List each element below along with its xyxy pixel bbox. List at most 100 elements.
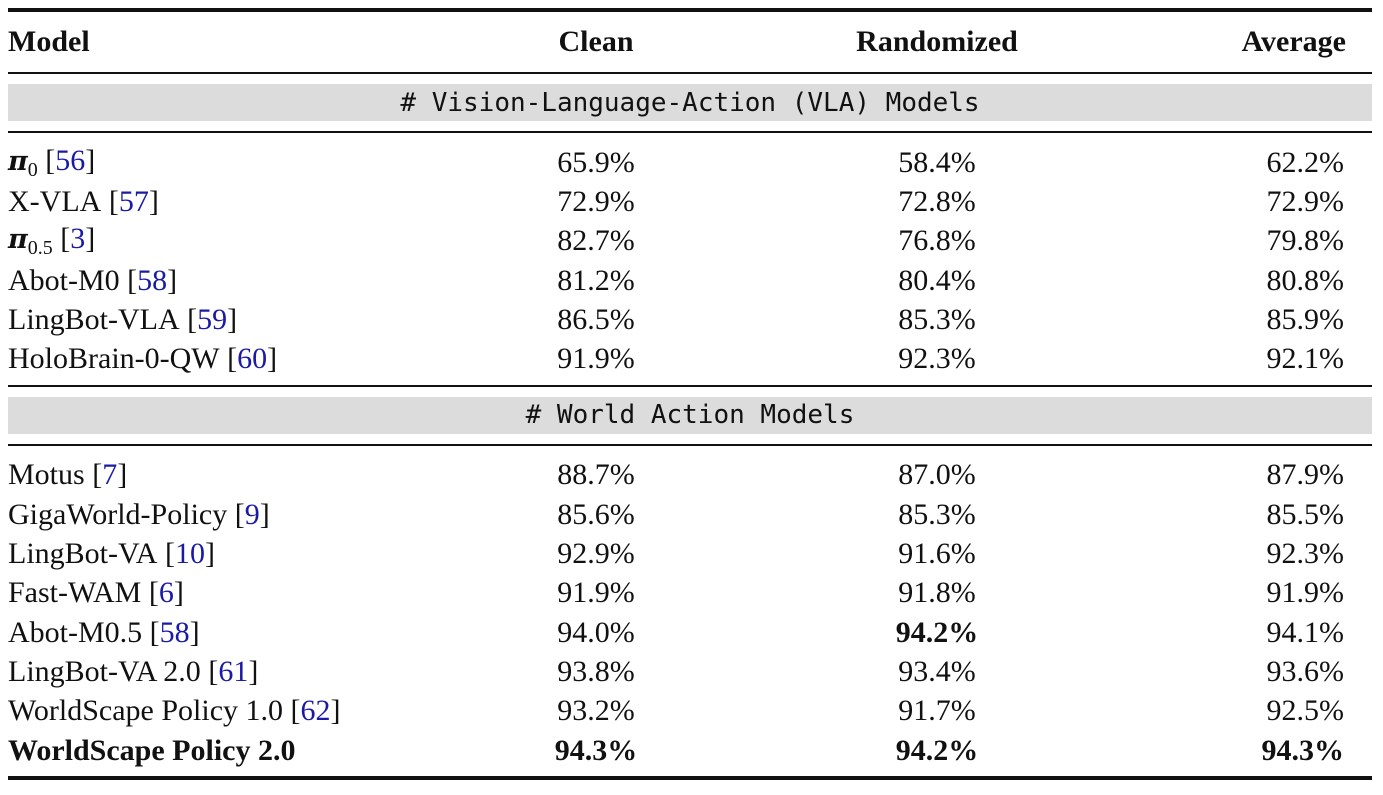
clean-value: 88.7% <box>557 458 635 492</box>
model-name: HoloBrain-0-QW [60] <box>8 342 278 376</box>
clean-value: 86.5% <box>557 302 635 336</box>
clean-value: 82.7% <box>557 224 635 258</box>
citation-link[interactable]: 61 <box>218 654 249 688</box>
randomized-value: 72.8% <box>898 184 976 218</box>
average-value: 92.5% <box>1266 694 1345 728</box>
table-row: Abot-M0 [58] 81.2% 80.4% 80.8% <box>8 261 1372 300</box>
average-value: 87.9% <box>1266 458 1345 492</box>
model-name: Abot-M0.5 [58] <box>8 615 200 649</box>
average-value: 79.8% <box>1266 224 1345 258</box>
citation-link[interactable]: 57 <box>118 184 149 218</box>
model-label: WorldScape Policy 2.0 <box>8 733 296 767</box>
randomized-value: 94.2% <box>895 615 979 649</box>
citation-link[interactable]: 58 <box>137 263 168 297</box>
randomized-value: 85.3% <box>898 302 976 336</box>
model-name: WorldScape Policy 2.0 <box>8 734 296 768</box>
table-row: HoloBrain-0-QW [60] 91.9% 92.3% 92.1% <box>8 339 1372 378</box>
citation-link[interactable]: 7 <box>102 458 118 492</box>
randomized-value: 85.3% <box>898 497 976 531</box>
table-row: LingBot-VLA [59] 86.5% 85.3% 85.9% <box>8 300 1372 339</box>
top-rule <box>8 8 1372 12</box>
citation-link[interactable]: 58 <box>159 615 190 649</box>
randomized-value: 80.4% <box>898 263 976 297</box>
randomized-value: 92.3% <box>898 342 976 376</box>
model-name: X-VLA [57] <box>8 184 159 218</box>
section-rule <box>8 384 1372 387</box>
clean-value: 81.2% <box>557 263 635 297</box>
randomized-value: 93.4% <box>898 654 976 688</box>
section-title-rule <box>8 131 1372 133</box>
model-label: GigaWorld-Policy <box>8 497 228 531</box>
citation-link[interactable]: 59 <box>197 302 228 336</box>
header-row: Model Clean Randomized Average <box>8 12 1372 72</box>
model-name: Fast-WAM [6] <box>8 576 184 610</box>
clean-value: 94.0% <box>557 615 635 649</box>
clean-value: 65.9% <box>557 145 635 179</box>
randomized-value: 58.4% <box>898 145 976 179</box>
clean-value: 94.3% <box>554 733 638 767</box>
clean-value: 91.9% <box>557 342 635 376</box>
citation-link[interactable]: 9 <box>244 497 260 531</box>
clean-value: 85.6% <box>557 497 635 531</box>
pi-subscript: 0.5 <box>27 237 53 260</box>
model-name: WorldScape Policy 1.0 [62] <box>8 694 341 728</box>
average-value: 92.1% <box>1266 342 1345 376</box>
table-row: LingBot-VA [10] 92.9% 91.6% 92.3% <box>8 534 1372 573</box>
average-value: 85.5% <box>1266 497 1345 531</box>
model-label: Fast-WAM <box>8 576 142 610</box>
average-value: 91.9% <box>1266 576 1345 610</box>
average-value: 94.1% <box>1266 615 1345 649</box>
average-value: 93.6% <box>1266 654 1345 688</box>
clean-value: 92.9% <box>557 537 635 571</box>
model-name: π0 [56] <box>8 143 96 181</box>
model-label: HoloBrain-0-QW <box>8 342 220 376</box>
model-label: LingBot-VA <box>8 537 158 571</box>
table-row: WorldScape Policy 2.0 94.3% 94.2% 94.3% <box>8 731 1372 770</box>
citation-link[interactable]: 60 <box>237 342 268 376</box>
model-label: Abot-M0.5 <box>8 615 143 649</box>
citation-link[interactable]: 3 <box>70 222 86 256</box>
citation-link[interactable]: 56 <box>55 143 86 177</box>
pi-symbol: π <box>8 145 28 177</box>
model-name: LingBot-VLA [59] <box>8 302 238 336</box>
average-value: 80.8% <box>1266 263 1345 297</box>
table-row: Fast-WAM [6] 91.9% 91.8% 91.9% <box>8 574 1372 613</box>
header-model: Model <box>8 25 90 58</box>
table-row: Abot-M0.5 [58] 94.0% 94.2% 94.1% <box>8 613 1372 652</box>
citation-link[interactable]: 62 <box>300 694 331 728</box>
table-row: GigaWorld-Policy [9] 85.6% 85.3% 85.5% <box>8 495 1372 534</box>
pi-symbol: π <box>8 224 28 256</box>
randomized-value: 91.6% <box>898 537 976 571</box>
table-row: π0.5 [3] 82.7% 76.8% 79.8% <box>8 222 1372 261</box>
randomized-value: 76.8% <box>898 224 976 258</box>
citation-link[interactable]: 10 <box>174 537 205 571</box>
section-title: # Vision-Language-Action (VLA) Models <box>8 84 1372 121</box>
header-average: Average <box>1241 25 1346 58</box>
model-name: GigaWorld-Policy [9] <box>8 497 270 531</box>
randomized-value: 87.0% <box>898 458 976 492</box>
header-clean: Clean <box>558 25 634 58</box>
average-value: 72.9% <box>1266 184 1345 218</box>
section-title: # World Action Models <box>8 396 1372 434</box>
pi-subscript: 0 <box>27 158 38 181</box>
model-label: Abot-M0 <box>8 263 120 297</box>
model-name: Motus [7] <box>8 458 128 492</box>
citation-link[interactable]: 6 <box>158 576 174 610</box>
randomized-value: 94.2% <box>895 733 979 767</box>
model-label: LingBot-VA 2.0 <box>8 654 201 688</box>
table-row: LingBot-VA 2.0 [61] 93.8% 93.4% 93.6% <box>8 652 1372 691</box>
table-body: # Vision-Language-Action (VLA) Models π0 … <box>8 84 1372 770</box>
bottom-rule <box>8 776 1372 781</box>
model-label: WorldScape Policy 1.0 <box>8 694 284 728</box>
clean-value: 93.8% <box>557 654 635 688</box>
model-name: LingBot-VA 2.0 [61] <box>8 654 259 688</box>
model-label: Motus <box>8 458 85 492</box>
table-row: Motus [7] 88.7% 87.0% 87.9% <box>8 456 1372 495</box>
section-title-rule <box>8 443 1372 446</box>
average-value: 85.9% <box>1266 302 1345 336</box>
randomized-value: 91.8% <box>898 576 976 610</box>
average-value: 94.3% <box>1261 733 1345 767</box>
model-name: Abot-M0 [58] <box>8 263 178 297</box>
model-label: X-VLA <box>8 184 102 218</box>
results-table: Model Clean Randomized Average # Vision-… <box>8 0 1372 781</box>
